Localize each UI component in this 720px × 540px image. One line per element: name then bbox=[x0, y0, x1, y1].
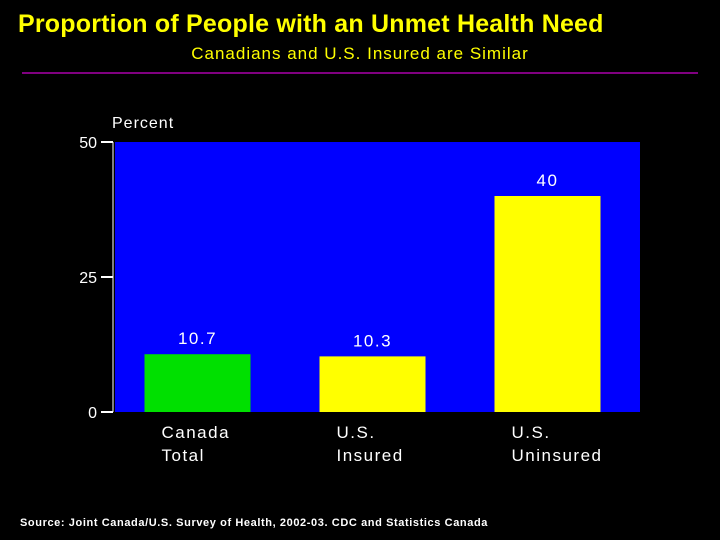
bar-value-label: 10.3 bbox=[353, 331, 392, 350]
title-divider bbox=[22, 72, 698, 74]
source-note: Source: Joint Canada/U.S. Survey of Heal… bbox=[20, 517, 488, 529]
bar bbox=[494, 196, 601, 412]
x-category-label: Uninsured bbox=[512, 446, 603, 465]
x-category-label: Insured bbox=[337, 446, 404, 465]
bar bbox=[144, 354, 251, 412]
y-tick-label: 25 bbox=[79, 270, 97, 287]
bar-value-label: 40 bbox=[537, 171, 559, 190]
x-category-label: Canada bbox=[162, 423, 231, 442]
x-category-label: U.S. bbox=[337, 423, 376, 442]
y-axis-label: Percent bbox=[112, 115, 174, 132]
chart-subtitle: Canadians and U.S. Insured are Similar bbox=[191, 44, 529, 63]
bar bbox=[319, 356, 426, 412]
chart-title: Proportion of People with an Unmet Healt… bbox=[18, 10, 604, 38]
y-tick-label: 0 bbox=[88, 405, 97, 422]
y-tick-label: 50 bbox=[79, 135, 97, 152]
bar-value-label: 10.7 bbox=[178, 329, 217, 348]
x-category-label: U.S. bbox=[512, 423, 551, 442]
x-category-label: Total bbox=[162, 446, 205, 465]
